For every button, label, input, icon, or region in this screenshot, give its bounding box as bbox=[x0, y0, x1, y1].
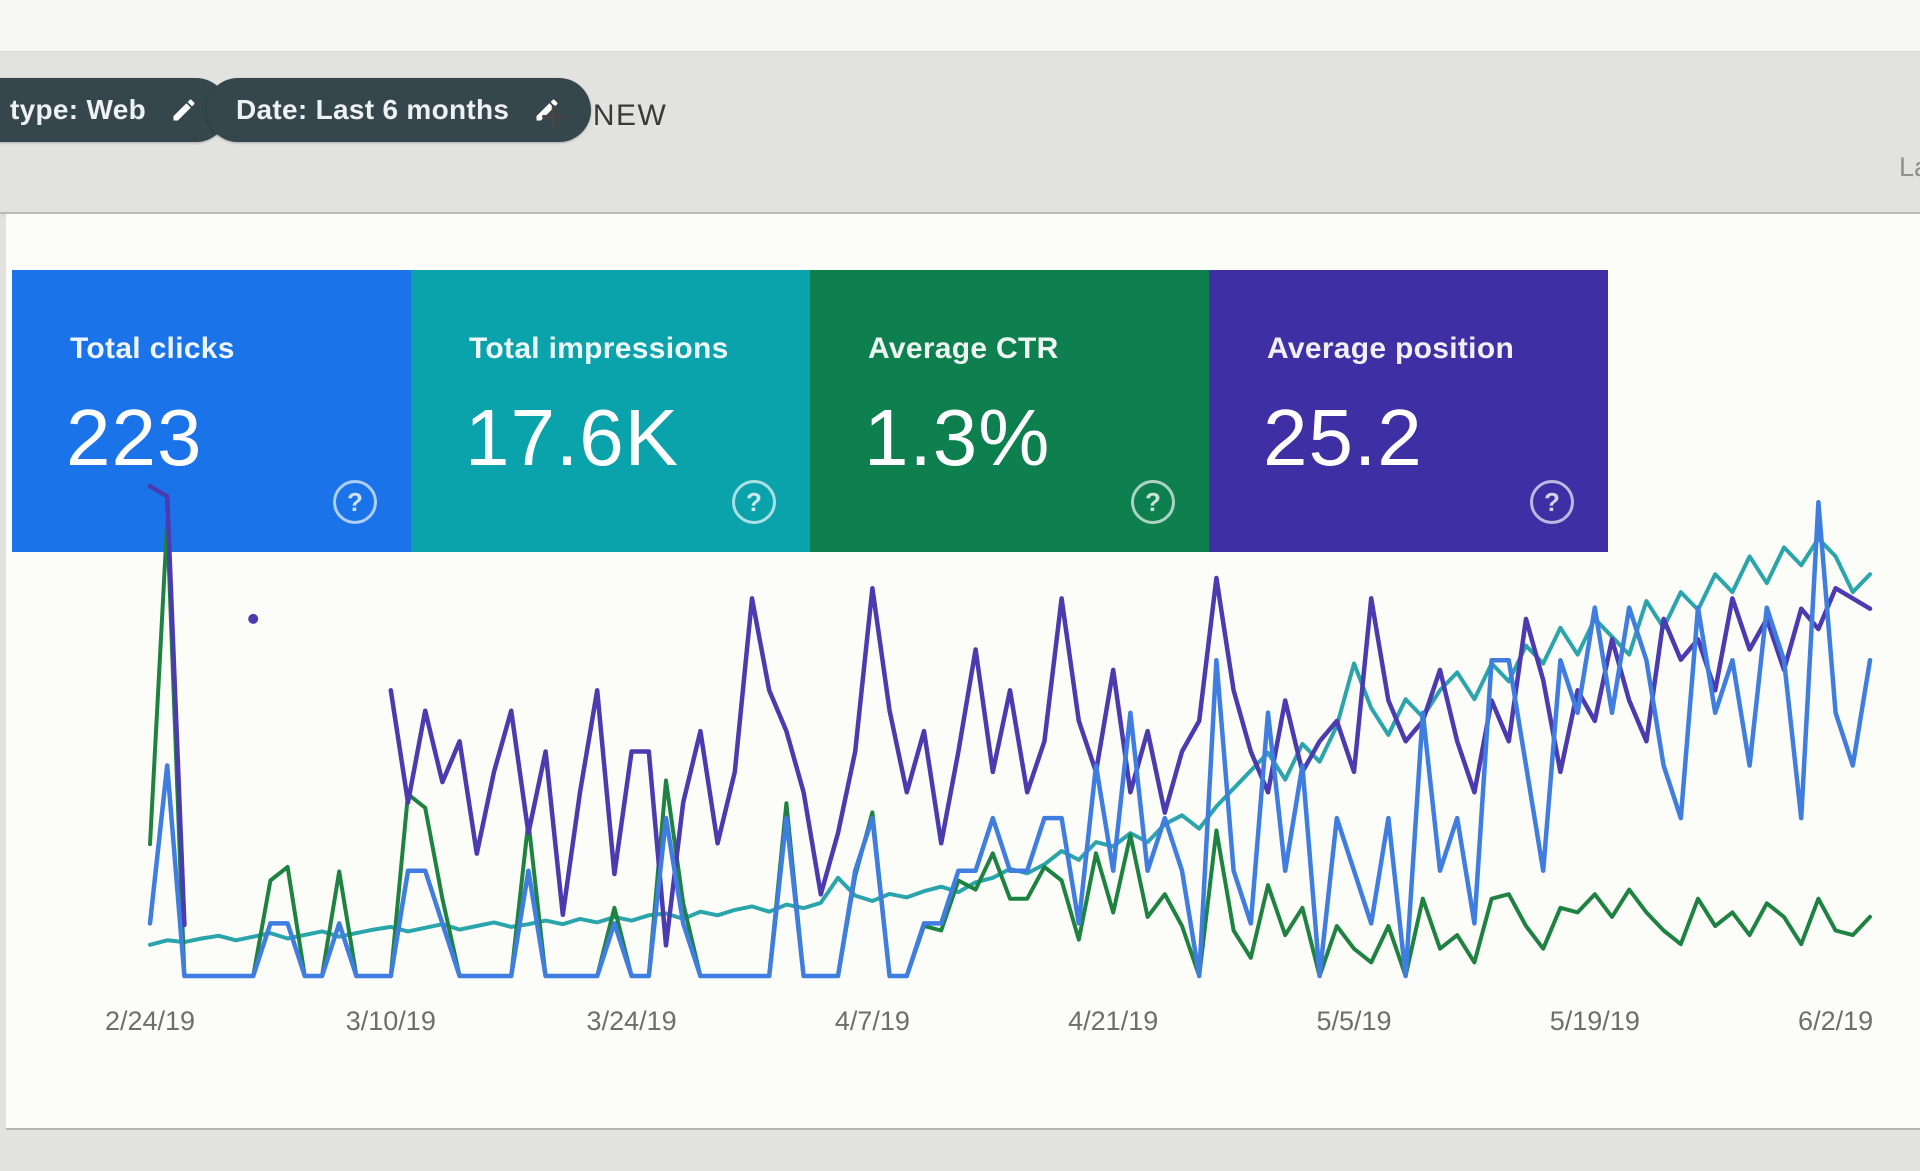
last-updated-text-truncated: La bbox=[1898, 152, 1920, 182]
x-axis-labels: 2/24/19 3/10/19 3/24/19 4/7/19 4/21/19 5/5/19… bbox=[105, 1006, 1874, 1046]
help-icon[interactable]: ? bbox=[732, 480, 776, 524]
header-divider bbox=[0, 212, 1920, 214]
x-axis-tick-label: 5/19/19 bbox=[1549, 1006, 1640, 1036]
edit-icon[interactable] bbox=[170, 96, 198, 124]
metric-card-value: 1.3% bbox=[864, 393, 1051, 482]
help-glyph: ? bbox=[1145, 486, 1161, 517]
help-glyph: ? bbox=[347, 486, 363, 517]
help-icon[interactable]: ? bbox=[1530, 480, 1574, 524]
plus-icon: + bbox=[540, 90, 567, 142]
help-glyph: ? bbox=[1544, 486, 1560, 517]
help-icon[interactable]: ? bbox=[333, 480, 377, 524]
chart-line-clicks bbox=[147, 500, 1873, 979]
chart-line-position bbox=[147, 483, 187, 928]
metric-card-average-position[interactable]: Average position 25.2 ? bbox=[1209, 270, 1608, 552]
page-top-band bbox=[0, 0, 1920, 52]
metric-card-value: 17.6K bbox=[465, 393, 680, 482]
metric-card-label: Total impressions bbox=[469, 332, 729, 365]
x-axis-tick-label: 5/5/19 bbox=[1316, 1006, 1392, 1036]
new-filter-button-label: NEW bbox=[592, 99, 668, 132]
filter-chip-search-type-label: type: Web bbox=[10, 94, 146, 125]
filter-chip-date-range-label: Date: Last 6 months bbox=[236, 94, 510, 125]
x-axis-tick-label: 4/21/19 bbox=[1068, 1006, 1159, 1036]
edit-icon[interactable] bbox=[533, 96, 561, 124]
x-axis-tick-label: 6/2/19 bbox=[1798, 1006, 1874, 1036]
chart-line-position bbox=[388, 575, 1873, 948]
filter-bar: type: Web Date: Last 6 months + NEW La bbox=[0, 52, 1920, 212]
performance-chart bbox=[147, 483, 1873, 979]
x-axis-tick-label: 4/7/19 bbox=[834, 1006, 910, 1036]
metric-cards: Total clicks 223 ? Total impressions 17.… bbox=[12, 270, 1608, 552]
metric-card-total-clicks[interactable]: Total clicks 223 ? bbox=[12, 270, 411, 552]
x-axis-tick-label: 2/24/19 bbox=[104, 1006, 196, 1036]
metric-card-label: Average position bbox=[1267, 332, 1515, 365]
filter-chip-date-range[interactable]: Date: Last 6 months bbox=[206, 78, 592, 142]
x-axis-tick-label: 3/24/19 bbox=[586, 1006, 677, 1036]
metric-card-label: Average CTR bbox=[868, 332, 1059, 365]
help-glyph: ? bbox=[746, 486, 762, 517]
metric-card-average-ctr[interactable]: Average CTR 1.3% ? bbox=[810, 270, 1209, 552]
metric-card-total-impressions[interactable]: Total impressions 17.6K ? bbox=[411, 270, 810, 552]
help-icon[interactable]: ? bbox=[1131, 480, 1175, 524]
metric-card-label: Total clicks bbox=[70, 332, 235, 365]
chart-line-ctr bbox=[148, 519, 1872, 978]
performance-panel: Total clicks 223 ? Total impressions 17.… bbox=[6, 214, 1920, 1130]
x-axis-tick-label: 3/10/19 bbox=[345, 1006, 436, 1036]
filter-chip-search-type[interactable]: type: Web bbox=[0, 78, 228, 142]
metric-card-value: 223 bbox=[66, 393, 203, 482]
new-filter-button[interactable]: + NEW bbox=[540, 90, 667, 142]
chart-point-position bbox=[248, 613, 259, 624]
metric-card-value: 25.2 bbox=[1263, 393, 1423, 482]
